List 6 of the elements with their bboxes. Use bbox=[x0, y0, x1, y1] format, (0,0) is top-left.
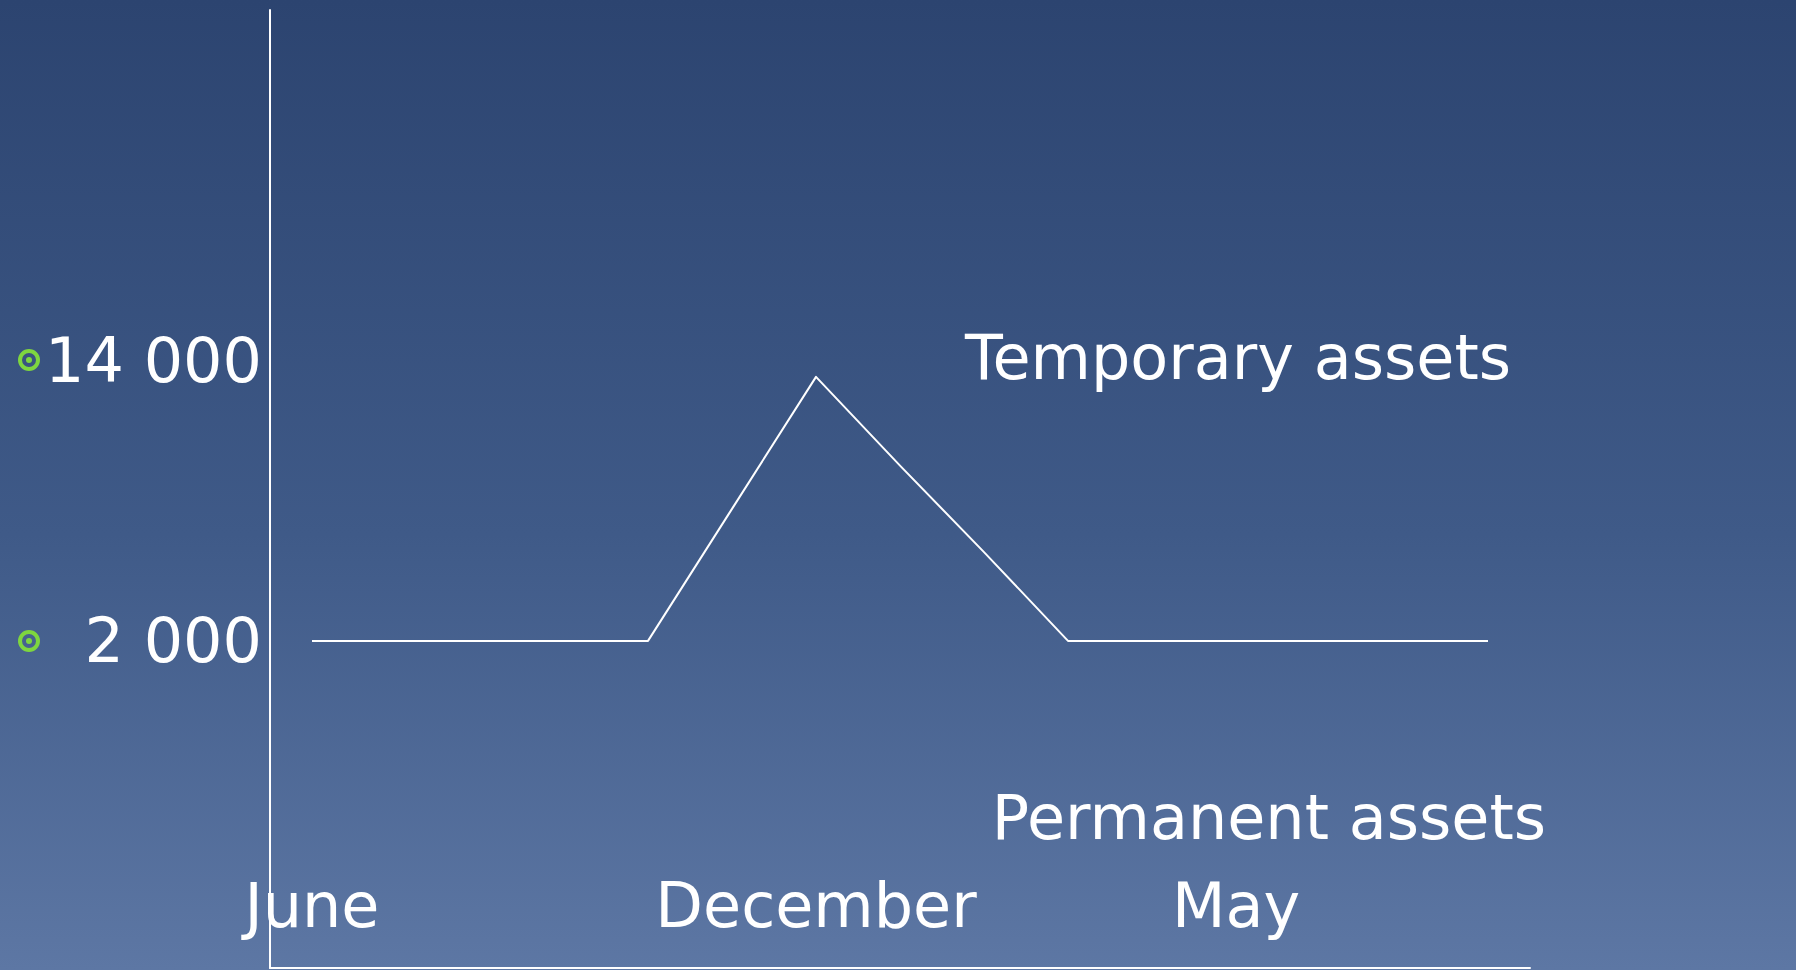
y-tick-label: 14 000 bbox=[45, 323, 262, 397]
annotation: Temporary assets bbox=[964, 320, 1511, 394]
annotation: Permanent assets bbox=[991, 780, 1546, 854]
x-tick-label: May bbox=[1171, 868, 1301, 942]
x-tick-label: December bbox=[655, 868, 978, 942]
y-tick-label: 2 000 bbox=[84, 604, 262, 678]
